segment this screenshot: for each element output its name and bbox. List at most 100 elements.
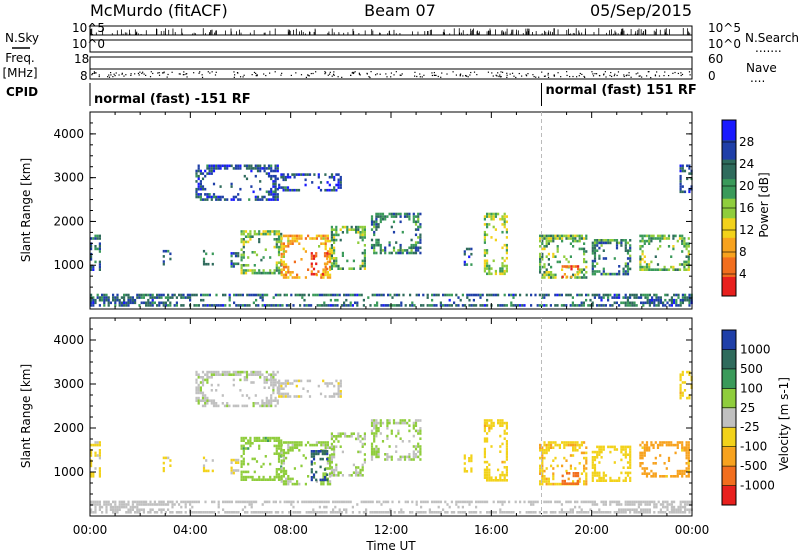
echo-cell xyxy=(197,167,200,170)
echo-cell xyxy=(578,446,581,449)
echo-cell xyxy=(624,476,627,480)
echo-cell xyxy=(609,479,612,482)
echo-cell xyxy=(272,182,275,186)
echo-cell xyxy=(356,293,359,297)
echo-cell xyxy=(505,228,508,231)
nave-point xyxy=(535,76,537,78)
echo-cell xyxy=(234,370,238,374)
echo-cell xyxy=(596,471,599,475)
echo-cell xyxy=(244,235,248,238)
echo-cell xyxy=(521,304,524,307)
echo-cell xyxy=(282,454,285,457)
echo-cell xyxy=(503,511,506,514)
echo-cell xyxy=(120,503,123,506)
echo-cell xyxy=(675,304,678,307)
echo-cell xyxy=(195,391,198,395)
echo-cell xyxy=(330,382,334,385)
echo-cell xyxy=(466,500,469,504)
echo-cell xyxy=(92,265,95,269)
echo-cell xyxy=(593,450,597,454)
echo-cell xyxy=(640,296,643,299)
colorbar-segment xyxy=(722,388,736,409)
echo-cell xyxy=(596,511,599,514)
echo-cell xyxy=(554,234,557,238)
echo-cell xyxy=(497,212,500,216)
echo-cell xyxy=(398,500,401,504)
echo-cell xyxy=(98,263,101,266)
echo-cell xyxy=(681,443,684,447)
echo-cell xyxy=(435,500,438,504)
echo-cell xyxy=(282,382,285,385)
nave-point xyxy=(324,72,327,74)
echo-cell xyxy=(668,304,671,307)
echo-cell xyxy=(285,441,288,444)
echo-cell xyxy=(659,245,662,248)
echo-cell xyxy=(545,449,548,452)
echo-cell xyxy=(591,474,594,477)
echo-cell xyxy=(321,511,324,514)
echo-cell xyxy=(335,173,338,176)
echo-cell xyxy=(242,232,245,236)
echo-cell xyxy=(328,175,331,179)
echo-cell xyxy=(202,469,206,473)
echo-cell xyxy=(321,293,324,297)
echo-cell xyxy=(324,239,327,243)
echo-cell xyxy=(240,444,243,448)
echo-cell xyxy=(123,301,126,305)
echo-cell xyxy=(419,223,422,226)
echo-cell xyxy=(607,298,610,302)
echo-cell xyxy=(642,293,645,297)
echo-cell xyxy=(570,265,573,268)
echo-cell xyxy=(357,231,360,234)
nave-point xyxy=(650,76,652,79)
echo-cell xyxy=(253,439,256,442)
echo-cell xyxy=(195,500,198,504)
echo-cell xyxy=(195,190,198,194)
echo-cell xyxy=(317,452,320,456)
echo-cell xyxy=(263,293,266,297)
echo-cell xyxy=(642,301,645,305)
echo-cell xyxy=(373,434,376,438)
echo-cell xyxy=(90,475,93,478)
echo-cell xyxy=(195,396,198,400)
echo-cell xyxy=(519,293,522,297)
echo-cell xyxy=(287,271,290,274)
echo-cell xyxy=(547,477,550,481)
echo-cell xyxy=(450,500,453,504)
echo-cell xyxy=(277,457,281,461)
echo-cell xyxy=(547,242,550,245)
echo-cell xyxy=(255,478,259,481)
echo-cell xyxy=(503,429,506,433)
echo-cell xyxy=(501,264,504,268)
echo-cell xyxy=(326,276,329,279)
echo-cell xyxy=(547,441,550,444)
echo-cell xyxy=(239,500,242,504)
echo-cell xyxy=(332,500,335,504)
echo-cell xyxy=(316,500,319,504)
echo-cell xyxy=(569,237,572,240)
echo-cell xyxy=(681,373,684,376)
echo-cell xyxy=(468,304,471,307)
echo-cell xyxy=(468,503,471,506)
echo-cell xyxy=(483,262,486,265)
echo-cell xyxy=(688,187,691,191)
echo-cell xyxy=(457,296,460,299)
echo-cell xyxy=(576,449,579,452)
echo-cell xyxy=(377,212,380,216)
echo-cell xyxy=(230,182,233,186)
echo-cell xyxy=(399,220,402,224)
echo-cell xyxy=(646,503,649,506)
echo-cell xyxy=(249,442,252,445)
echo-cell xyxy=(167,298,170,302)
echo-cell xyxy=(505,249,508,252)
echo-cell xyxy=(151,508,154,511)
echo-cell xyxy=(486,223,489,226)
nave-point xyxy=(499,76,502,78)
echo-cell xyxy=(596,244,599,247)
echo-cell xyxy=(333,440,336,443)
echo-cell xyxy=(497,500,500,504)
echo-cell xyxy=(114,505,117,509)
echo-cell xyxy=(94,508,97,511)
echo-cell xyxy=(659,234,662,238)
echo-cell xyxy=(486,225,489,229)
